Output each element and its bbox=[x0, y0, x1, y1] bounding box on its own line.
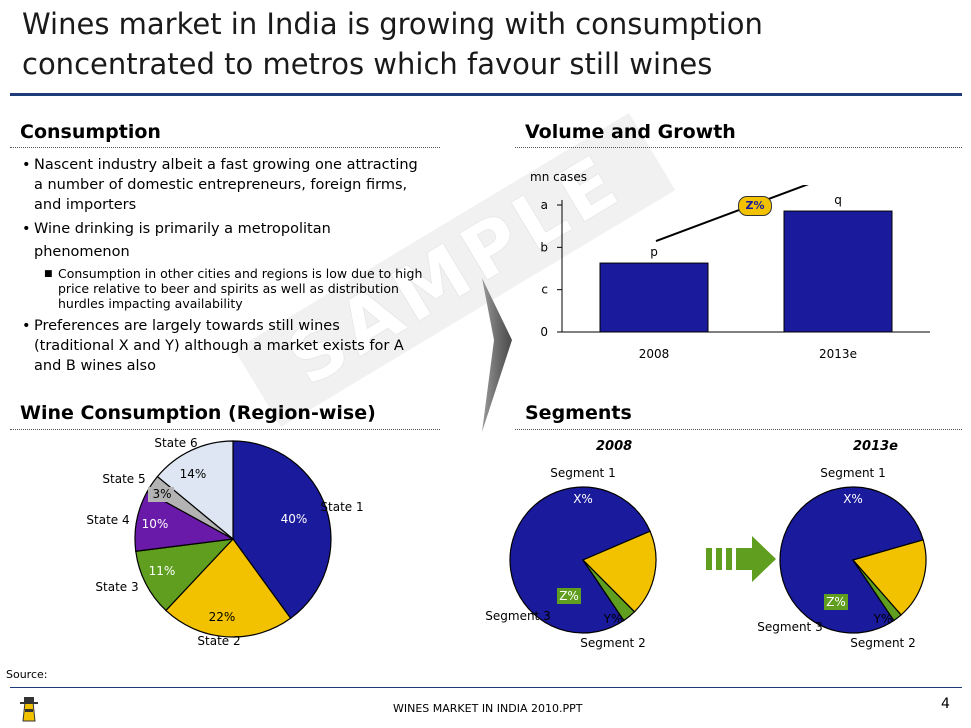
pie-category-label: State 4 bbox=[86, 513, 129, 527]
segments-year-2013e: 2013e bbox=[853, 439, 898, 454]
bullet-1: • Nascent industry albeit a fast growing… bbox=[22, 155, 452, 215]
pie-slice-segment-2 bbox=[851, 539, 927, 616]
page-title-line1: Wines market in India is growing with co… bbox=[22, 7, 763, 41]
segment-label: Segment 3 bbox=[757, 620, 822, 634]
pie-value-label: 40% bbox=[281, 512, 308, 526]
green-arrow-icon bbox=[706, 536, 776, 582]
segment-label: Segment 2 bbox=[580, 636, 645, 650]
segments-divider bbox=[515, 429, 962, 430]
title-rule bbox=[10, 93, 962, 96]
consumption-bullets: • Nascent industry albeit a fast growing… bbox=[22, 155, 452, 376]
bullet-1-line: Nascent industry albeit a fast growing o… bbox=[34, 157, 418, 173]
bar-data-label: q bbox=[834, 193, 842, 207]
bullet-3: • Preferences are largely towards still … bbox=[22, 316, 452, 376]
volume-bar-chart: 0 c b a p 2008 q 2013e bbox=[540, 185, 930, 361]
pie-slice-state-1 bbox=[232, 440, 332, 620]
segment-value-label: X% bbox=[843, 492, 863, 506]
pie-value-label: 3% bbox=[152, 487, 171, 501]
segment-label: Segment 1 bbox=[820, 466, 885, 480]
x-tick-label: 2008 bbox=[639, 347, 670, 361]
y-tick-label: c bbox=[541, 283, 548, 297]
pie-slice-segment-1 bbox=[779, 486, 924, 634]
pie-slice-state-6 bbox=[156, 440, 234, 541]
bullet-3-line: and B wines also bbox=[34, 358, 156, 374]
source-label: Source: bbox=[6, 668, 48, 681]
segment-value-label: Z% bbox=[826, 595, 846, 609]
pie-value-label: 22% bbox=[209, 610, 236, 624]
pie-value-label: 11% bbox=[149, 564, 176, 578]
pie-category-label: State 6 bbox=[154, 436, 197, 450]
bar-data-label: p bbox=[650, 245, 658, 259]
footer-filename: WINES MARKET IN INDIA 2010.PPT bbox=[393, 702, 583, 715]
pie-slice-segment-3 bbox=[852, 559, 902, 622]
region-divider bbox=[10, 429, 440, 430]
pie-category-label: State 1 bbox=[320, 500, 363, 514]
page-title: Wines market in India is growing with co… bbox=[22, 4, 763, 84]
bullet-2-line: Wine drinking is primarily a metropolita… bbox=[34, 221, 331, 237]
bullet-3-line: (traditional X and Y) although a market … bbox=[34, 338, 404, 354]
segments-pie-2008: Segment 1 X% Y% Segment 2 Z% Segment 3 bbox=[485, 466, 657, 650]
bar-2013e bbox=[783, 210, 893, 333]
segments-pie-2013e: Segment 1 X% Y% Segment 2 Z% Segment 3 bbox=[757, 466, 927, 650]
pie-slice-state-2 bbox=[165, 538, 292, 638]
pie-slice-segment-2 bbox=[581, 530, 657, 613]
x-tick-label: 2013e bbox=[819, 347, 857, 361]
volume-divider bbox=[515, 147, 962, 148]
pie-value-label: 10% bbox=[142, 517, 169, 531]
sub-bullet: ■ Consumption in other cities and region… bbox=[22, 266, 452, 311]
consumption-heading: Consumption bbox=[20, 121, 161, 143]
region-pie-chart: 40% State 1 22% State 2 11% State 3 10% State 4… bbox=[86, 436, 363, 648]
bullet-dot: • bbox=[22, 221, 31, 237]
segment-value-label: Y% bbox=[603, 612, 623, 626]
pie-slice-segment-1 bbox=[509, 486, 651, 634]
bullet-2-line: phenomenon bbox=[34, 244, 130, 260]
footer-rule bbox=[10, 687, 962, 688]
sub-bullet-square: ■ bbox=[44, 269, 53, 279]
volume-unit-label: mn cases bbox=[530, 170, 587, 184]
pie-value-label: 14% bbox=[180, 467, 207, 481]
segment-value-label: X% bbox=[573, 492, 593, 506]
pie-category-label: State 3 bbox=[95, 580, 138, 594]
y-tick-label: a bbox=[541, 198, 548, 212]
sub-bullet-line: Consumption in other cities and regions … bbox=[58, 266, 423, 281]
segment-label: Segment 1 bbox=[550, 466, 615, 480]
volume-heading: Volume and Growth bbox=[525, 121, 736, 143]
bar-2008 bbox=[599, 262, 709, 333]
segments-heading: Segments bbox=[525, 402, 632, 424]
chevron-arrow-icon bbox=[482, 278, 512, 432]
sub-bullet-line: price relative to beer and spirits as we… bbox=[58, 281, 399, 296]
bullet-dot: • bbox=[22, 318, 31, 334]
bullet-dot: • bbox=[22, 157, 31, 173]
region-heading: Wine Consumption (Region-wise) bbox=[20, 402, 376, 424]
bullet-3-line: Preferences are largely towards still wi… bbox=[34, 318, 340, 334]
segment-label: Segment 2 bbox=[850, 636, 915, 650]
pie-slice-state-3 bbox=[135, 538, 235, 612]
bullet-1-line: and importers bbox=[34, 197, 137, 213]
page-number: 4 bbox=[941, 696, 950, 712]
consumption-divider bbox=[10, 147, 440, 148]
segment-label: Segment 3 bbox=[485, 609, 550, 623]
segment-value-bg bbox=[557, 588, 581, 604]
bullet-2: • Wine drinking is primarily a metropoli… bbox=[22, 219, 452, 262]
y-tick-label: 0 bbox=[540, 325, 548, 339]
pie-value-bg bbox=[148, 487, 174, 502]
page-title-line2: concentrated to metros which favour stil… bbox=[22, 47, 713, 81]
lighthouse-logo-icon bbox=[20, 697, 38, 722]
segments-year-2008: 2008 bbox=[596, 439, 633, 454]
pie-slice-segment-3 bbox=[582, 559, 636, 622]
pie-category-label: State 5 bbox=[102, 472, 145, 486]
bullet-1-line: a number of domestic entrepreneurs, fore… bbox=[34, 177, 408, 193]
segment-value-bg bbox=[824, 594, 848, 610]
growth-badge: Z% bbox=[738, 196, 772, 216]
segment-value-label: Z% bbox=[559, 589, 579, 603]
segment-value-label: Y% bbox=[873, 612, 893, 626]
pie-category-label: State 2 bbox=[197, 634, 240, 648]
sub-bullet-line: hurdles impacting availability bbox=[58, 296, 243, 311]
y-tick-label: b bbox=[540, 240, 548, 254]
